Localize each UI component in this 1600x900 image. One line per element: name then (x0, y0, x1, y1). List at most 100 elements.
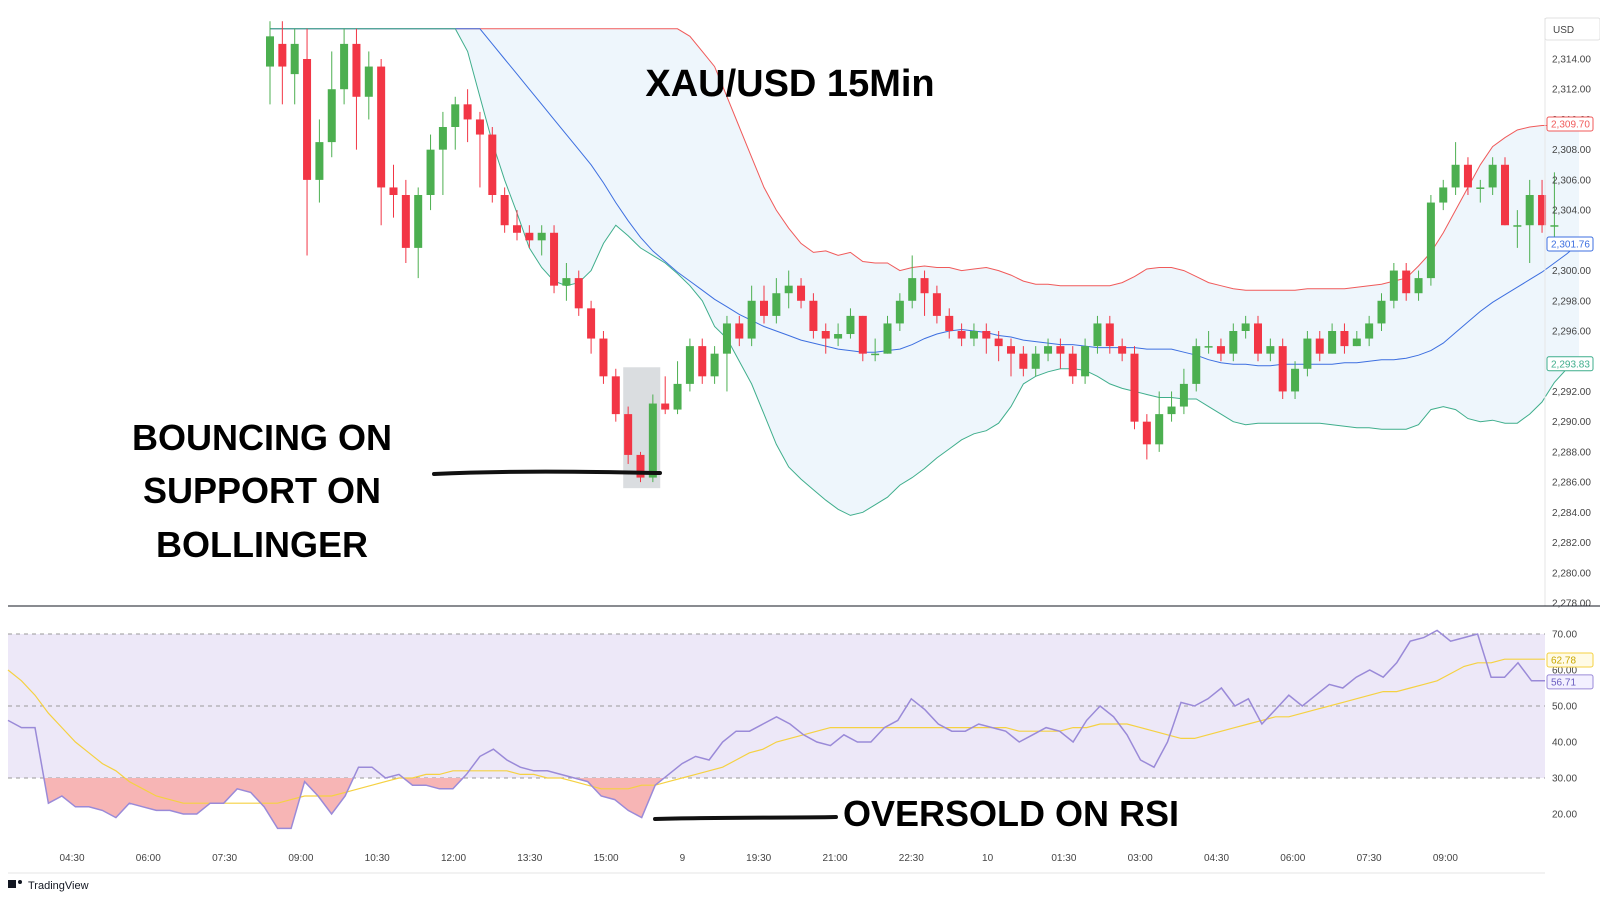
candle (1241, 315, 1250, 339)
rsi-ma-tag: 62.78 (1546, 652, 1594, 668)
candle (821, 323, 830, 354)
support-annotation-line-2: SUPPORT ON (143, 470, 381, 511)
candle (1216, 338, 1225, 362)
candle (513, 210, 521, 241)
time-tick-label: 03:00 (1128, 853, 1153, 864)
candle-body (377, 66, 386, 188)
candle (1513, 210, 1522, 248)
bb-basis-tag: 2,301.76 (1546, 236, 1594, 252)
time-tick-label: 04:30 (59, 853, 84, 864)
time-axis[interactable]: 04:30 06:00 07:30 09:00 10:30 12:00 13:30 15:00… (8, 853, 1545, 874)
candle-body (364, 66, 373, 97)
candle (327, 51, 336, 158)
candle-body (1179, 383, 1188, 407)
candle (266, 21, 274, 105)
candle-body (438, 127, 447, 150)
candle (1303, 331, 1312, 377)
candle (1056, 338, 1065, 369)
candle-body (920, 278, 929, 294)
candle-body (315, 142, 324, 180)
price-tick-label: 2,284.00 (1552, 508, 1591, 519)
candle (920, 270, 929, 316)
bb-lower-tag: 2,293.83 (1546, 356, 1594, 372)
candle (451, 96, 460, 150)
candle-body (1451, 164, 1460, 188)
candle-body (648, 403, 657, 478)
candle (1377, 293, 1386, 331)
candle-body (1229, 331, 1238, 354)
price-tick-label: 2,278.00 (1552, 599, 1591, 610)
price-tick-label: 2,314.00 (1552, 55, 1591, 66)
candle-body (624, 414, 633, 455)
price-pane[interactable] (266, 21, 1580, 516)
currency-box[interactable] (1544, 17, 1600, 41)
rsi-tick-label: 70.00 (1552, 630, 1577, 641)
candle (587, 300, 596, 354)
candle-body (1081, 346, 1090, 377)
candle-body (401, 195, 410, 248)
candle (871, 338, 880, 362)
candle-body (1093, 323, 1102, 347)
candle-body (982, 331, 991, 339)
candle-body (327, 89, 336, 143)
candle (290, 28, 299, 105)
candle-body (1019, 353, 1028, 369)
candle-body (1426, 202, 1435, 279)
candle-body (1365, 323, 1374, 339)
support-annotation-line-1: BOUNCING ON (132, 417, 392, 458)
candle-body (475, 119, 484, 135)
candle-body (1501, 164, 1509, 226)
candle (278, 21, 287, 105)
candle (772, 278, 781, 324)
candle-body (858, 315, 867, 354)
time-tick-label: 15:00 (594, 853, 619, 864)
candle (1118, 338, 1127, 362)
rsi-value-tag-text: 56.71 (1551, 677, 1576, 688)
candle-body (1204, 346, 1213, 348)
candle-body (537, 232, 546, 241)
candle-body (1402, 270, 1411, 294)
tradingview-logo[interactable]: TradingView (8, 880, 89, 892)
candle-body (1538, 195, 1547, 226)
candle (809, 293, 818, 339)
candle-body (1389, 270, 1398, 301)
candle-body (945, 315, 954, 331)
candle (994, 331, 1003, 362)
candle (525, 225, 534, 248)
candle-body (426, 149, 435, 195)
rsi-value-tag-box (1546, 674, 1594, 690)
price-axis[interactable]: USD 2,278.00 2,280.00 2,282.00 2,284.00 2,28… (1544, 17, 1600, 610)
candle-body (550, 232, 559, 286)
time-tick-label: 04:30 (1204, 853, 1229, 864)
candle (426, 134, 435, 211)
candle (438, 111, 447, 195)
rsi-ma-tag-box (1546, 652, 1594, 668)
candle-body (1278, 346, 1287, 392)
candle-body (661, 403, 670, 410)
price-tick-label: 2,306.00 (1552, 175, 1591, 186)
bb-lower-tag-box (1546, 356, 1594, 372)
candle-body (1513, 225, 1522, 227)
rsi-value-tag: 56.71 (1546, 674, 1594, 690)
candle-body (525, 232, 534, 241)
candle-body (1031, 353, 1040, 369)
candle (1402, 263, 1411, 301)
candle-body (846, 315, 855, 335)
candle-body (1266, 346, 1275, 354)
candle (797, 278, 806, 309)
time-tick-label: 19:30 (746, 853, 771, 864)
candle-body (1352, 338, 1361, 347)
support-pointer-stroke (432, 469, 662, 476)
candle-body (1241, 323, 1250, 331)
bollinger-lower-band (270, 28, 1580, 516)
rsi-tick-label: 40.00 (1552, 738, 1577, 749)
candle (389, 164, 398, 218)
rsi-pane[interactable]: 20.00 30.00 40.00 50.00 60.00 70.00 62.78 56.7… (7, 630, 1594, 830)
candle-body (698, 346, 707, 377)
candle (1044, 338, 1053, 362)
oversold-annotation: OVERSOLD ON RSI (843, 793, 1179, 834)
candle-body (1340, 331, 1349, 347)
oversold-pointer-stroke (653, 815, 838, 821)
bollinger-value-tags: 2,309.70 2,301.76 2,293.83 (1546, 116, 1594, 372)
candle-body (1254, 323, 1262, 354)
